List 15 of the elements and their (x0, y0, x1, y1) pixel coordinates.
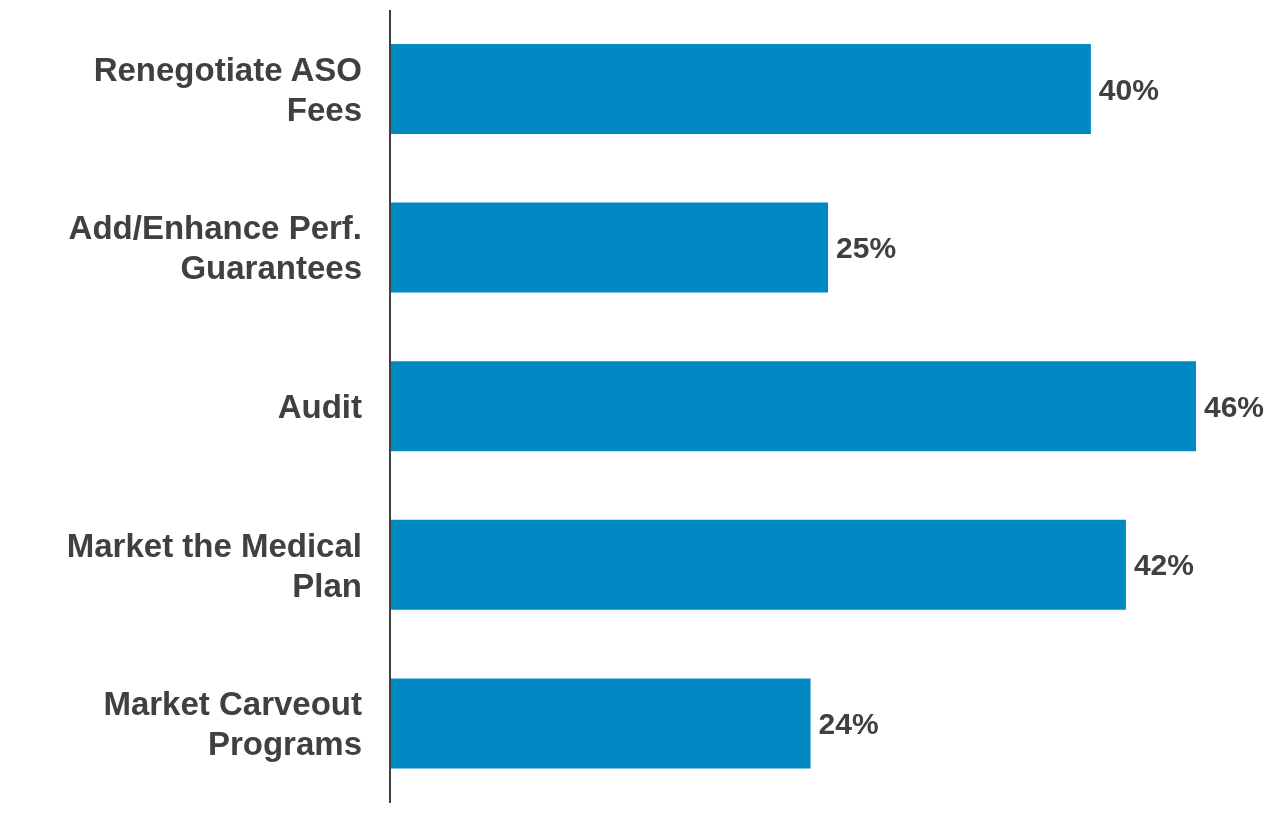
y-tick-label: Audit (277, 388, 362, 426)
bar (390, 202, 829, 293)
data-label: 42% (1133, 548, 1194, 582)
bar (390, 361, 1196, 452)
data-label: 24% (818, 707, 879, 741)
data-label: 40% (1098, 72, 1159, 106)
y-tick-label: Market Carveout Programs (103, 685, 362, 763)
data-label: 25% (836, 231, 897, 265)
bar (390, 44, 1091, 134)
y-tick-label: Market the Medical Plan (66, 526, 362, 604)
data-label: 46% (1204, 389, 1265, 423)
y-tick-label: Renegotiate ASO Fees (93, 50, 362, 128)
bar (390, 519, 1126, 610)
bar (390, 678, 811, 769)
y-tick-label: Add/Enhance Perf. Guarantees (68, 209, 362, 287)
